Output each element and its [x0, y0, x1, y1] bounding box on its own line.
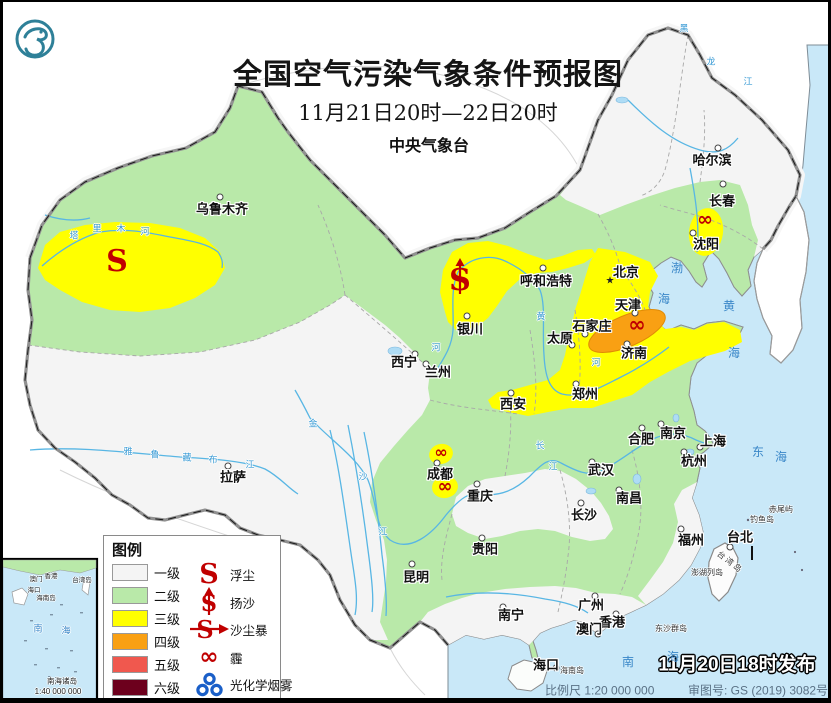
legend-symbol-row: ∞ 霾	[188, 644, 280, 672]
legend-symbol-row: 光化学烟雾	[188, 671, 293, 698]
level-label: 四级	[154, 635, 181, 650]
legend-level-row: 四级	[112, 630, 188, 653]
level-label: 二级	[154, 589, 181, 604]
legend-symbol-row: S 沙尘暴	[188, 616, 280, 644]
rivers	[29, 99, 739, 617]
lakes	[387, 96, 695, 495]
legend-level-row: 三级	[112, 607, 188, 630]
S-up-icon: S	[188, 587, 230, 617]
level-color-swatch	[112, 587, 148, 604]
level4-region	[588, 309, 666, 353]
level-color-swatch	[112, 564, 148, 581]
infinity-icon: ∞	[199, 644, 219, 671]
level-color-swatch	[112, 679, 148, 696]
legend-symbol-row: S扬沙	[188, 587, 280, 617]
level-color-swatch	[112, 656, 148, 673]
map-canvas: 全国空气污染气象条件预报图 11月21日20时—22日20时 中央气象台 11月…	[3, 2, 828, 698]
level-label: 六级	[154, 681, 181, 696]
symbol-label: 浮尘	[230, 569, 256, 584]
legend-title: 图例	[112, 542, 143, 559]
korea-outline	[753, 195, 810, 364]
level-label: 一级	[154, 566, 181, 581]
china-air-pollution-map	[3, 23, 828, 698]
symbol-label: 沙尘暴	[230, 624, 268, 639]
legend-level-row: 五级	[112, 653, 188, 676]
symbol-label: 霾	[230, 651, 243, 666]
symbol-label: 光化学烟雾	[230, 679, 293, 694]
legend-level-row: 六级	[112, 676, 188, 698]
level-label: 五级	[154, 658, 181, 673]
level-label: 三级	[154, 612, 181, 627]
inset-map	[3, 557, 99, 698]
circles-icon	[188, 672, 230, 698]
S-right-icon: S	[188, 616, 230, 643]
level-color-swatch	[112, 610, 148, 627]
legend-levels: 一级二级三级四级五级六级	[112, 561, 188, 698]
country-border	[23, 26, 802, 650]
small-islands	[655, 507, 804, 630]
symbol-label: 扬沙	[230, 596, 256, 611]
legend-symbol-row: S 浮尘	[188, 559, 280, 591]
cma-logo-icon	[15, 19, 55, 59]
legend-level-row: 一级	[112, 561, 188, 584]
legend-level-row: 二级	[112, 584, 188, 607]
hainan-island	[507, 659, 548, 692]
level-color-swatch	[112, 633, 148, 650]
S-icon: S	[199, 559, 219, 591]
